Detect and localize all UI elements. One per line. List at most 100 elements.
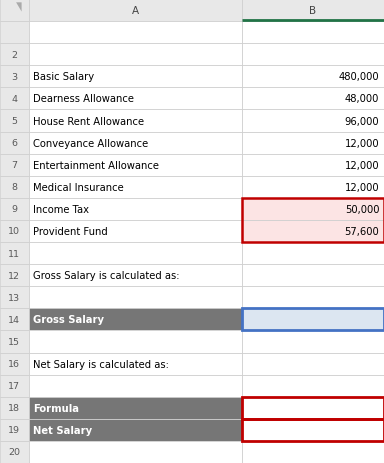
Bar [29,397,242,419]
Bar [0,0,29,22]
Bar [0,375,29,397]
Bar [242,264,384,287]
Bar [0,331,29,353]
Text: House Rent Allowance: House Rent Allowance [33,116,144,126]
Bar [242,419,384,441]
Bar [242,220,384,243]
Bar [0,309,29,331]
Bar [29,309,242,331]
Bar [242,88,384,110]
Bar [0,66,29,88]
Bar [29,22,242,44]
Bar [0,132,29,154]
Bar [0,0,29,22]
Bar [242,88,384,110]
Bar [0,176,29,199]
Text: 6: 6 [12,139,17,148]
Bar [29,441,242,463]
Text: 12,000: 12,000 [345,160,379,170]
Bar [242,353,384,375]
Bar [29,397,242,419]
Bar [0,287,29,309]
Bar [29,66,242,88]
Bar [242,44,384,66]
Bar [0,110,29,132]
Bar [29,176,242,199]
Text: 12,000: 12,000 [345,182,379,193]
Bar [242,243,384,264]
Bar [29,154,242,176]
Bar [0,154,29,176]
Text: Medical Insurance: Medical Insurance [33,182,124,193]
Text: 3: 3 [12,73,17,81]
Bar [29,44,242,66]
Text: Dearness Allowance: Dearness Allowance [33,94,134,104]
Text: B: B [310,6,316,16]
Bar [242,176,384,199]
Bar [242,132,384,154]
Bar [29,199,242,220]
Bar [242,22,384,44]
Text: Net Salary: Net Salary [33,425,93,435]
Bar [29,220,242,243]
Text: Conveyance Allowance: Conveyance Allowance [33,138,149,148]
Bar [0,397,29,419]
Bar [242,441,384,463]
Bar [242,419,384,441]
Bar [29,375,242,397]
Bar [0,353,29,375]
Text: Gross Salary: Gross Salary [33,315,104,325]
Bar [242,331,384,353]
Bar [242,287,384,309]
Bar [29,22,242,44]
Bar [242,287,384,309]
Bar [242,66,384,88]
Bar [0,375,29,397]
Text: Entertainment Allowance: Entertainment Allowance [33,160,159,170]
Bar [242,0,384,22]
Bar [29,264,242,287]
Bar [242,375,384,397]
Bar [29,88,242,110]
Bar [0,22,29,44]
Bar [29,441,242,463]
Bar [242,220,384,243]
Bar [0,243,29,264]
Bar [0,419,29,441]
Bar [0,264,29,287]
Text: 12,000: 12,000 [345,138,379,148]
Text: 57,600: 57,600 [345,226,379,237]
Polygon shape [16,3,22,13]
Bar [29,132,242,154]
Text: 7: 7 [12,161,17,170]
Text: 15: 15 [8,337,20,346]
Bar [242,154,384,176]
Bar [0,419,29,441]
Text: ): ) [349,403,353,413]
Text: 660,000: 660,000 [334,315,379,325]
Bar [0,397,29,419]
Bar [29,287,242,309]
Text: 17: 17 [8,382,20,390]
Bar [242,199,384,220]
Text: 8: 8 [12,183,17,192]
Bar [242,199,384,220]
Text: 552,400: 552,400 [334,425,379,435]
Text: 13: 13 [8,293,20,302]
Text: 14: 14 [8,315,20,324]
Bar [242,264,384,287]
Bar [242,66,384,88]
Text: 5: 5 [12,117,17,126]
Text: 96,000: 96,000 [345,116,379,126]
Text: 50,000: 50,000 [345,205,379,214]
Text: Gross Salary is calculated as:: Gross Salary is calculated as: [33,270,180,281]
Bar [29,176,242,199]
Text: 11: 11 [8,249,20,258]
Bar [0,264,29,287]
Bar [242,353,384,375]
Bar [242,243,384,264]
Text: A: A [132,6,139,16]
Bar [0,287,29,309]
Bar [29,353,242,375]
Bar [29,309,242,331]
